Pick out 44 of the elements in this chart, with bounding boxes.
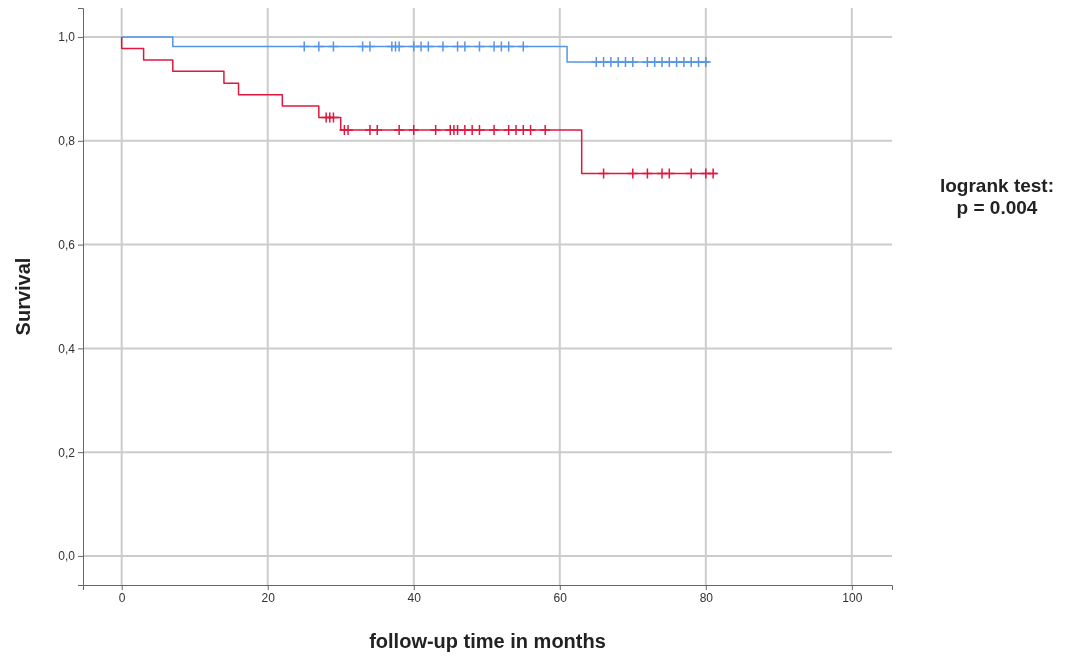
point bbox=[393, 40, 405, 53]
point bbox=[342, 124, 354, 136]
x-axis-title: follow-up time in months bbox=[369, 630, 606, 652]
point bbox=[707, 167, 719, 180]
x-tick-label: 40 bbox=[407, 590, 422, 605]
point bbox=[437, 40, 449, 53]
y-axis-title: Survival bbox=[12, 257, 34, 336]
point bbox=[371, 124, 383, 136]
point bbox=[685, 167, 697, 180]
point bbox=[502, 40, 515, 53]
point bbox=[488, 124, 500, 136]
point bbox=[459, 40, 471, 53]
point bbox=[408, 124, 420, 136]
y-tick-label: 0,6 bbox=[58, 237, 76, 252]
x-tick-label: 20 bbox=[261, 590, 276, 605]
point bbox=[364, 40, 376, 53]
y-tick-label: 0,2 bbox=[58, 445, 76, 460]
text: logrank test: p = 0.004 bbox=[939, 175, 1055, 218]
point bbox=[700, 56, 712, 68]
point bbox=[313, 40, 325, 53]
point bbox=[627, 167, 639, 180]
x-tick-label: 60 bbox=[553, 590, 568, 605]
x-tick-label: 80 bbox=[699, 590, 714, 605]
point bbox=[685, 56, 697, 68]
x-tick-label: 0 bbox=[118, 590, 126, 605]
point bbox=[327, 111, 340, 124]
point bbox=[539, 124, 551, 136]
y-tick-label: 0,4 bbox=[58, 341, 76, 356]
point bbox=[627, 56, 639, 68]
y-tick-label: 1,0 bbox=[58, 30, 76, 45]
point bbox=[393, 124, 405, 136]
point bbox=[597, 167, 610, 180]
y-tick-label: 0,8 bbox=[58, 134, 76, 149]
point bbox=[298, 40, 310, 53]
point bbox=[327, 40, 340, 53]
point bbox=[641, 167, 654, 180]
point bbox=[473, 40, 486, 53]
point bbox=[473, 124, 486, 136]
x-tick-label: 100 bbox=[842, 590, 863, 605]
point bbox=[663, 167, 676, 180]
point bbox=[517, 40, 530, 53]
point bbox=[429, 124, 442, 136]
point bbox=[422, 40, 435, 53]
y-tick-label: 0,0 bbox=[58, 549, 76, 564]
